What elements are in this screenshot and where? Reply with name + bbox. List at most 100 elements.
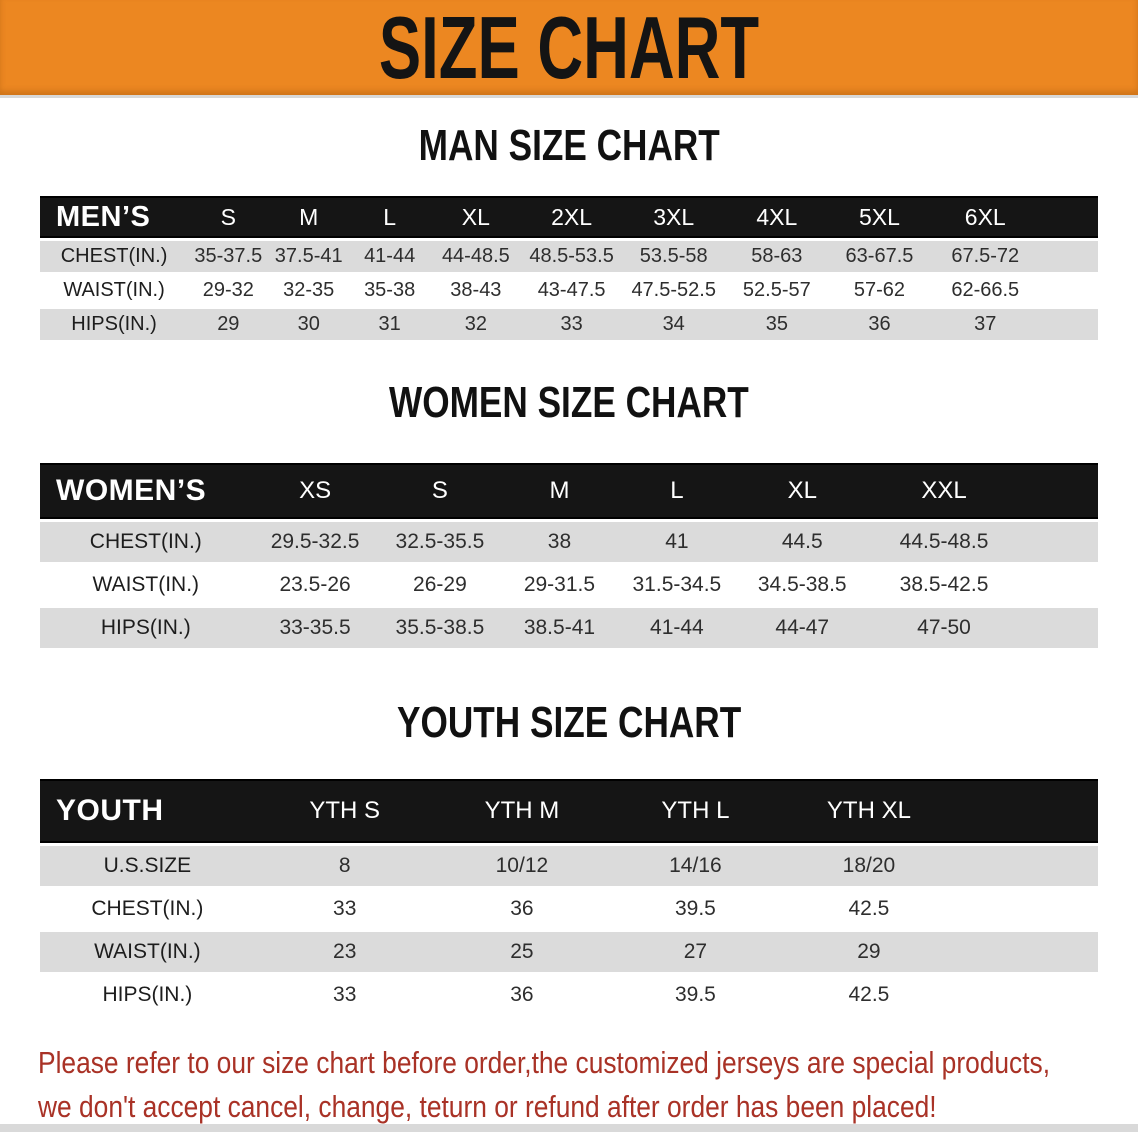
value-cell: 35	[725, 309, 829, 340]
men-waist-row: WAIST(IN.) 29-32 32-35 35-38 38-43 43-47…	[40, 275, 1098, 306]
men-section-heading: MAN SIZE CHART	[0, 120, 1138, 179]
disclaimer: Please refer to our size chart before or…	[38, 1042, 1100, 1128]
youth-ussize-row: U.S.SIZE 8 10/12 14/16 18/20	[40, 846, 1098, 886]
youth-section-heading-text: YOUTH SIZE CHART	[396, 698, 742, 747]
value-cell: 41-44	[617, 608, 737, 648]
spacer-cell	[1019, 463, 1098, 519]
value-cell: 41-44	[348, 241, 431, 272]
column-header: XS	[251, 463, 379, 519]
value-cell: 52.5-57	[725, 275, 829, 306]
men-table-label: MEN’S	[40, 196, 189, 238]
value-cell: 29.5-32.5	[251, 522, 379, 562]
row-label: U.S.SIZE	[40, 846, 255, 886]
value-cell: 44-47	[736, 608, 869, 648]
youth-hips-row: HIPS(IN.) 33 36 39.5 42.5	[40, 975, 1098, 1015]
value-cell: 44.5-48.5	[868, 522, 1020, 562]
value-cell: 29-31.5	[501, 565, 618, 605]
value-cell: 58-63	[725, 241, 829, 272]
value-cell: 23	[254, 932, 435, 972]
men-section-heading-text: MAN SIZE CHART	[418, 121, 720, 170]
column-header: 2XL	[521, 196, 622, 238]
value-cell: 33	[521, 309, 622, 340]
banner: SIZE CHART	[0, 0, 1138, 98]
men-table-header-row: MEN’S S M L XL 2XL 3XL 4XL 5XL 6XL	[40, 196, 1098, 238]
value-cell: 32	[430, 309, 522, 340]
value-cell: 38.5-42.5	[868, 565, 1020, 605]
value-cell: 38-43	[430, 275, 522, 306]
column-header: YTH M	[434, 779, 610, 843]
spacer-cell	[1019, 608, 1098, 648]
women-section-heading-text: WOMEN SIZE CHART	[389, 378, 749, 427]
column-header: 6XL	[930, 196, 1040, 238]
value-cell: 36	[828, 309, 931, 340]
spacer-cell	[1039, 241, 1098, 272]
value-cell: 35-38	[348, 275, 431, 306]
value-cell: 27	[609, 932, 782, 972]
youth-table-header-row: YOUTH YTH S YTH M YTH L YTH XL	[40, 779, 1098, 843]
women-table-header-row: WOMEN’S XS S M L XL XXL	[40, 463, 1098, 519]
value-cell: 43-47.5	[521, 275, 622, 306]
women-hips-row: HIPS(IN.) 33-35.5 35.5-38.5 38.5-41 41-4…	[40, 608, 1098, 648]
column-header: XL	[736, 463, 869, 519]
women-section: WOMEN SIZE CHART WOMEN’S XS S M L XL XXL	[0, 377, 1138, 651]
row-label: HIPS(IN.)	[40, 309, 189, 340]
value-cell: 30	[268, 309, 349, 340]
women-size-table: WOMEN’S XS S M L XL XXL CHEST(IN.) 29.5-…	[40, 460, 1098, 651]
value-cell: 8	[254, 846, 435, 886]
men-hips-row: HIPS(IN.) 29 30 31 32 33 34 35 36 37	[40, 309, 1098, 340]
value-cell: 37	[930, 309, 1040, 340]
column-header: M	[268, 196, 349, 238]
value-cell: 33	[254, 975, 435, 1015]
value-cell: 26-29	[378, 565, 502, 605]
column-header: S	[188, 196, 269, 238]
row-label: CHEST(IN.)	[40, 889, 255, 929]
spacer-cell	[1039, 196, 1098, 238]
youth-section-heading: YOUTH SIZE CHART	[0, 697, 1138, 756]
value-cell: 44-48.5	[430, 241, 522, 272]
value-cell: 35.5-38.5	[378, 608, 502, 648]
value-cell: 14/16	[609, 846, 782, 886]
row-label: CHEST(IN.)	[40, 241, 189, 272]
value-cell: 41	[617, 522, 737, 562]
value-cell: 62-66.5	[930, 275, 1040, 306]
value-cell: 53.5-58	[621, 241, 726, 272]
row-label: CHEST(IN.)	[40, 522, 252, 562]
value-cell: 39.5	[609, 975, 782, 1015]
value-cell: 29-32	[188, 275, 269, 306]
column-header: XXL	[868, 463, 1020, 519]
column-header: 5XL	[828, 196, 931, 238]
spacer-cell	[1019, 565, 1098, 605]
value-cell: 34.5-38.5	[736, 565, 869, 605]
value-cell: 29	[188, 309, 269, 340]
men-size-table: MEN’S S M L XL 2XL 3XL 4XL 5XL 6XL CHEST…	[40, 193, 1098, 343]
value-cell: 47.5-52.5	[621, 275, 726, 306]
value-cell: 33-35.5	[251, 608, 379, 648]
youth-size-table: YOUTH YTH S YTH M YTH L YTH XL U.S.SIZE …	[40, 776, 1098, 1018]
value-cell: 39.5	[609, 889, 782, 929]
value-cell: 34	[621, 309, 726, 340]
bottom-divider	[0, 1124, 1138, 1132]
column-header: S	[378, 463, 502, 519]
women-chest-row: CHEST(IN.) 29.5-32.5 32.5-35.5 38 41 44.…	[40, 522, 1098, 562]
banner-title: SIZE CHART	[378, 0, 760, 97]
value-cell: 33	[254, 889, 435, 929]
row-label: HIPS(IN.)	[40, 975, 255, 1015]
column-header: 4XL	[725, 196, 829, 238]
value-cell: 38.5-41	[501, 608, 618, 648]
value-cell: 42.5	[781, 975, 957, 1015]
column-header: YTH XL	[781, 779, 957, 843]
column-header: YTH L	[609, 779, 782, 843]
column-header: YTH S	[254, 779, 435, 843]
disclaimer-line-2: we don't accept cancel, change, teturn o…	[38, 1089, 937, 1124]
value-cell: 29	[781, 932, 957, 972]
spacer-cell	[956, 932, 1098, 972]
spacer-cell	[1039, 309, 1098, 340]
row-label: WAIST(IN.)	[40, 932, 255, 972]
column-header: M	[501, 463, 618, 519]
spacer-cell	[956, 975, 1098, 1015]
value-cell: 47-50	[868, 608, 1020, 648]
value-cell: 25	[434, 932, 610, 972]
spacer-cell	[956, 779, 1098, 843]
value-cell: 23.5-26	[251, 565, 379, 605]
